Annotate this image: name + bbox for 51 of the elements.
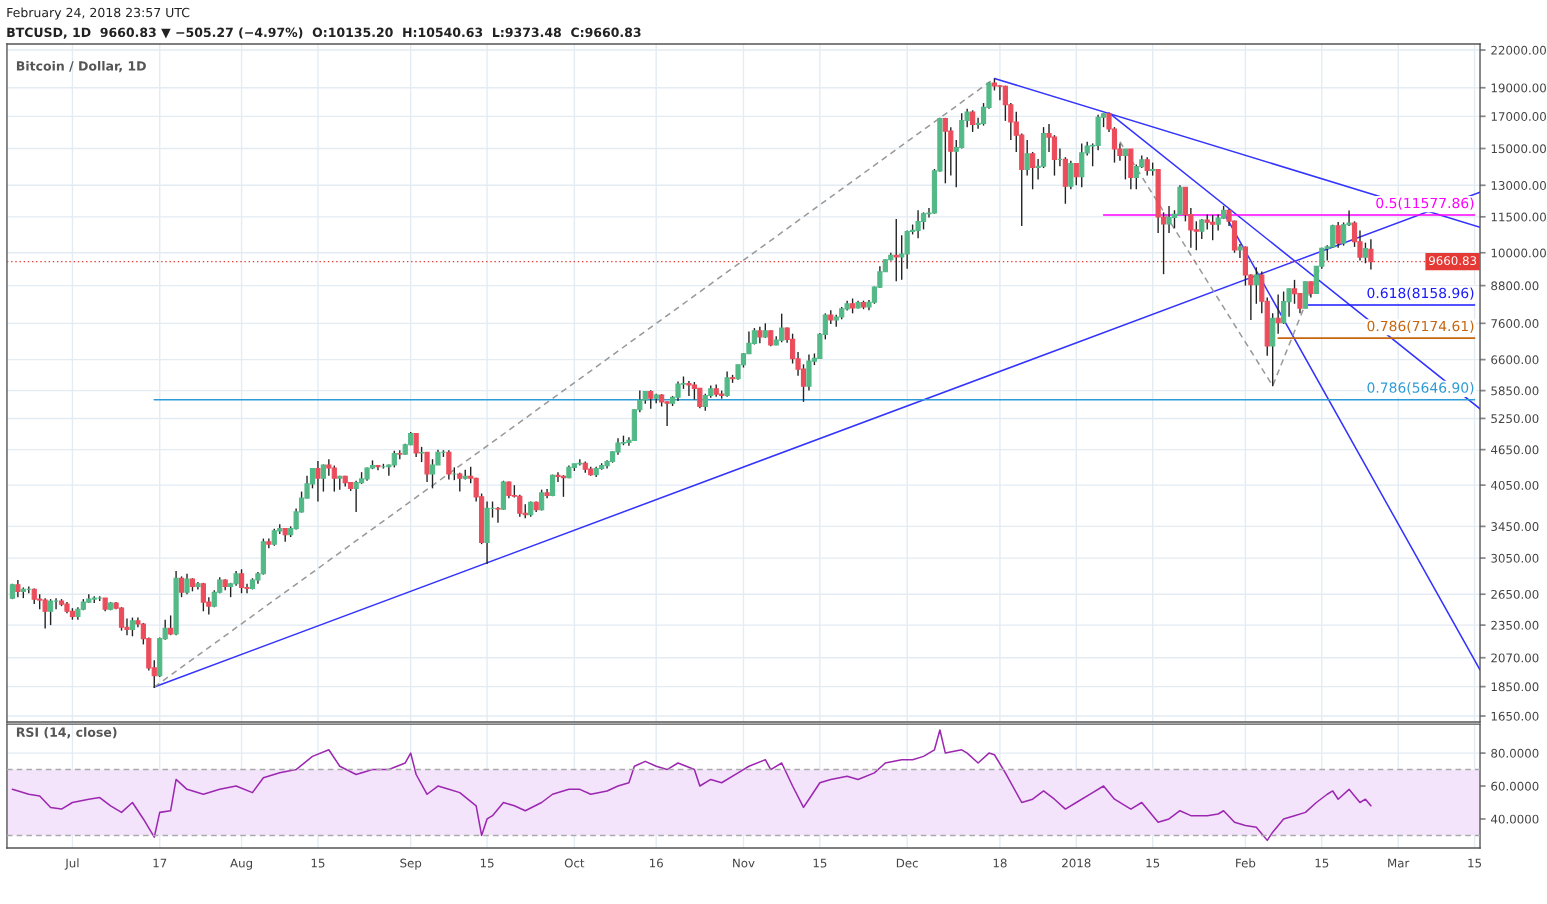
x-tick-label: Mar	[1388, 858, 1410, 868]
y-tick-label: 8800.00	[1491, 281, 1539, 291]
y-tick-label: 7600.00	[1491, 319, 1539, 328]
x-tick-label: 17	[153, 858, 167, 868]
ref-line-label: 9660.83	[1428, 256, 1477, 266]
text: February 24, 2018 23:57 UTC	[7, 7, 190, 20]
x-tick-label: 2018	[1062, 858, 1091, 868]
x-tick-label: Oct	[564, 858, 585, 868]
x-tick-label: 15	[480, 858, 494, 868]
x-tick-label: Feb	[1236, 858, 1256, 868]
x-tick-label: 16	[649, 858, 663, 868]
series-label: 0.618(8158.96)	[1367, 287, 1474, 300]
x-tick-label: 15	[1146, 858, 1160, 868]
y-tick-label: 5250.00	[1491, 414, 1539, 424]
x-tick-label: 15	[1315, 858, 1329, 868]
text: BTCUSD, 1D 9660.83 ▼ −505.27 (−4.97%) O:10135.20 H:10540.63 L:9373.48 C:9660.83	[7, 27, 641, 39]
y-tick-label: 4050.00	[1491, 480, 1539, 490]
text: Bitcoin / Dollar, 1D	[16, 60, 146, 73]
y-tick-label: 13000.00	[1491, 181, 1546, 190]
x-tick-label: Jul	[64, 858, 79, 870]
y-tick-label: 5850.00	[1491, 386, 1539, 396]
chart-title: RSI (14, close)	[16, 727, 117, 739]
y-tick-label: 2350.00	[1491, 620, 1539, 630]
y-tick-label: 15000.00	[1491, 144, 1546, 154]
y-tick-label: 3050.00	[1491, 553, 1539, 563]
series-label: 0.786(5646.90)	[1367, 382, 1474, 395]
y-tick-label: 6600.00	[1491, 355, 1539, 365]
x-tick-label: 15	[311, 858, 325, 868]
y-tick-label: 10000.00	[1491, 248, 1546, 258]
y-tick-label: 2070.00	[1491, 653, 1539, 663]
y-tick-label: 60.0000	[1491, 781, 1539, 791]
x-tick-label: 18	[993, 858, 1007, 868]
y-tick-label: 80.0000	[1491, 748, 1539, 758]
y-tick-label: 19000.00	[1491, 83, 1546, 93]
x-tick-label: 15	[1468, 858, 1482, 868]
series-label: 0.5(11577.86)	[1376, 197, 1474, 210]
x-tick-label: Dec	[896, 858, 918, 868]
y-tick-label: 2650.00	[1491, 589, 1539, 599]
x-tick-label: Aug	[230, 858, 253, 870]
y-tick-label: 11500.00	[1491, 212, 1546, 222]
y-tick-label: 1650.00	[1491, 711, 1539, 721]
y-tick-label: 1850.00	[1491, 682, 1539, 692]
x-tick-label: Sep	[400, 858, 422, 870]
y-tick-label: 22000.00	[1491, 45, 1546, 55]
x-tick-label: 15	[813, 858, 827, 868]
x-tick-label: Nov	[733, 858, 755, 868]
series-label: 0.786(7174.61)	[1367, 320, 1474, 333]
y-tick-label: 17000.00	[1491, 112, 1546, 121]
y-tick-label: 40.0000	[1491, 814, 1539, 824]
y-tick-label: 3450.00	[1491, 522, 1539, 532]
y-tick-label: 4650.00	[1491, 445, 1539, 455]
